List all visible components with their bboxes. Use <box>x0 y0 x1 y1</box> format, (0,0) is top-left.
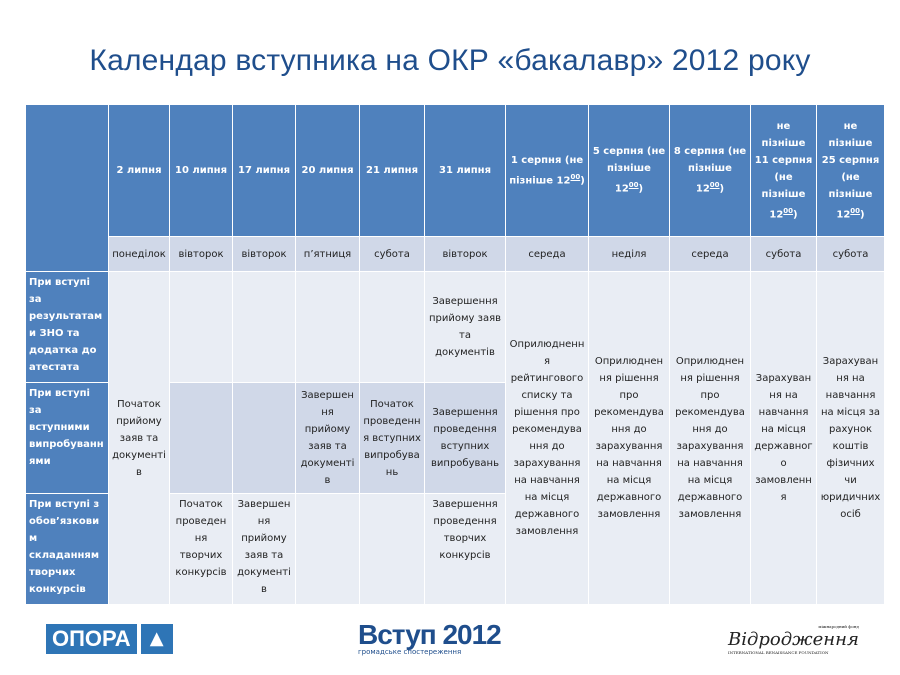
vstup-logo-subtitle: громадське спостереження <box>358 648 462 656</box>
date-header: 10 липня <box>170 105 232 236</box>
weekday-cell: середа <box>670 237 750 271</box>
date-header: не пізніше 11 серпня (не пізніше 1200) <box>751 105 816 236</box>
empty-cell <box>296 272 359 382</box>
close-paren: ) <box>860 209 865 221</box>
weekday-cell: неділя <box>589 237 669 271</box>
event-cell: Завершення проведення вступних випробува… <box>425 383 505 493</box>
weekday-cell: субота <box>817 237 884 271</box>
close-paren: ) <box>719 183 725 195</box>
date-header: 20 липня <box>296 105 359 236</box>
table-row: При вступі за результатами ЗНО та додатк… <box>26 272 884 604</box>
date-header: 1 серпня (не пізніше 1200) <box>506 105 588 236</box>
empty-cell <box>296 494 359 604</box>
date-header: 5 серпня (не пізніше 1200) <box>589 105 669 236</box>
event-cell: Початок проведення творчих конкурсів <box>170 494 232 604</box>
weekday-cell: субота <box>360 237 424 271</box>
event-cell: Початок проведення вступних випробувань <box>360 383 424 493</box>
date-header: 8 серпня (не пізніше 1200) <box>670 105 750 236</box>
corner-cell <box>26 105 108 271</box>
row-header: При вступі з обов’язковим складанням тво… <box>26 494 108 604</box>
event-cell: Завершення проведення творчих конкурсів <box>425 494 505 604</box>
empty-cell <box>233 272 295 382</box>
close-paren: ) <box>638 183 644 195</box>
weekday-cell: вівторок <box>233 237 295 271</box>
date-header-row: 2 липня 10 липня 17 липня 20 липня 21 ли… <box>26 105 884 271</box>
weekday-cell: субота <box>751 237 816 271</box>
event-cell: Зарахування на навчання на місця за раху… <box>817 272 884 604</box>
event-cell: Початок прийому заяв та документів <box>109 272 169 604</box>
event-cell: Зарахування на навчання на місця державн… <box>751 272 816 604</box>
table-row: При вступі з обов’язковим складанням тво… <box>26 494 884 604</box>
date-header: 21 липня <box>360 105 424 236</box>
vidrodzhennia-text: Відродження <box>728 629 859 650</box>
vstup-logo-text: Вступ 2012 <box>358 619 502 650</box>
empty-cell <box>170 383 232 493</box>
date-header: 17 липня <box>233 105 295 236</box>
table-row: При вступі за вступними випробуваннями З… <box>26 383 884 493</box>
opora-logo-text: ОПОРА <box>46 624 137 654</box>
weekday-row: понеділок вівторок вівторок п’ятниця суб… <box>26 237 884 271</box>
weekday-cell: п’ятниця <box>296 237 359 271</box>
empty-cell <box>170 272 232 382</box>
vidrodzhennia-subtitle: INTERNATIONAL RENAISSANCE FOUNDATION <box>728 650 829 655</box>
date-text: 8 серпня (не пізніше 12 <box>673 146 747 195</box>
vidrodzhennia-top: міжнародний фонд <box>818 624 859 629</box>
row-header: При вступі за результатами ЗНО та додатк… <box>26 272 108 382</box>
triangle-icon: ▲ <box>140 624 173 654</box>
empty-cell <box>233 383 295 493</box>
weekday-cell: середа <box>506 237 588 271</box>
date-text: не пізніше 11 серпня (не пізніше 12 <box>754 120 813 221</box>
weekday-cell: вівторок <box>170 237 232 271</box>
vidrodzhennia-logo: міжнародний фонд Відродження INTERNATION… <box>728 624 859 655</box>
page-title: Календар вступника на ОКР «бакалавр» 201… <box>89 44 811 77</box>
time-sup: 00 <box>783 206 794 215</box>
date-text: 1 серпня (не пізніше 12 <box>509 154 584 187</box>
date-text: не пізніше 25 серпня (не пізніше 12 <box>821 120 880 221</box>
weekday-cell: вівторок <box>425 237 505 271</box>
time-sup: 00 <box>709 181 720 190</box>
calendar-table: 2 липня 10 липня 17 липня 20 липня 21 ли… <box>25 104 885 605</box>
time-sup: 00 <box>850 206 861 215</box>
empty-cell <box>360 272 424 382</box>
weekday-cell: понеділок <box>109 237 169 271</box>
event-cell: Оприлюднення рішення про рекомендування … <box>670 272 750 604</box>
close-paren: ) <box>580 175 585 187</box>
date-header: 2 липня <box>109 105 169 236</box>
row-header: При вступі за вступними випробуваннями <box>26 383 108 493</box>
empty-cell <box>360 494 424 604</box>
close-paren: ) <box>793 209 798 221</box>
event-cell: Завершення прийому заяв та документів <box>233 494 295 604</box>
time-sup: 00 <box>570 172 581 181</box>
date-text: 5 серпня (не пізніше 12 <box>592 146 666 195</box>
event-cell: Завершення прийому заяв та документів <box>425 272 505 382</box>
footer-logos: ОПОРА ▲ Вступ 2012 громадське спостереже… <box>0 620 900 665</box>
time-sup: 00 <box>628 181 639 190</box>
date-header: 31 липня <box>425 105 505 236</box>
opora-logo: ОПОРА ▲ <box>46 624 173 654</box>
date-header: не пізніше 25 серпня (не пізніше 1200) <box>817 105 884 236</box>
vstup-logo: Вступ 2012 громадське спостереження <box>358 619 502 657</box>
event-cell: Оприлюднення рейтингового списку та ріше… <box>506 272 588 604</box>
event-cell: Оприлюднення рішення про рекомендування … <box>589 272 669 604</box>
event-cell: Завершення прийому заяв та документів <box>296 383 359 493</box>
